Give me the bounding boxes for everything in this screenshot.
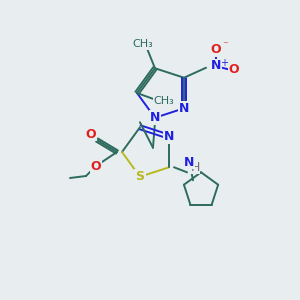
Text: CH₃: CH₃	[154, 96, 174, 106]
Text: O: O	[86, 128, 96, 140]
Text: N: N	[179, 102, 189, 115]
Text: N: N	[211, 59, 221, 72]
Text: H: H	[190, 161, 200, 174]
Text: N: N	[150, 111, 160, 124]
Text: O: O	[91, 160, 101, 172]
Text: N: N	[164, 130, 174, 143]
Text: O: O	[211, 43, 221, 56]
Text: ⁻: ⁻	[222, 41, 228, 51]
Text: S: S	[136, 170, 145, 183]
Text: CH₃: CH₃	[133, 39, 153, 49]
Text: N: N	[184, 156, 194, 169]
Text: +: +	[220, 58, 228, 68]
Text: O: O	[229, 63, 239, 76]
